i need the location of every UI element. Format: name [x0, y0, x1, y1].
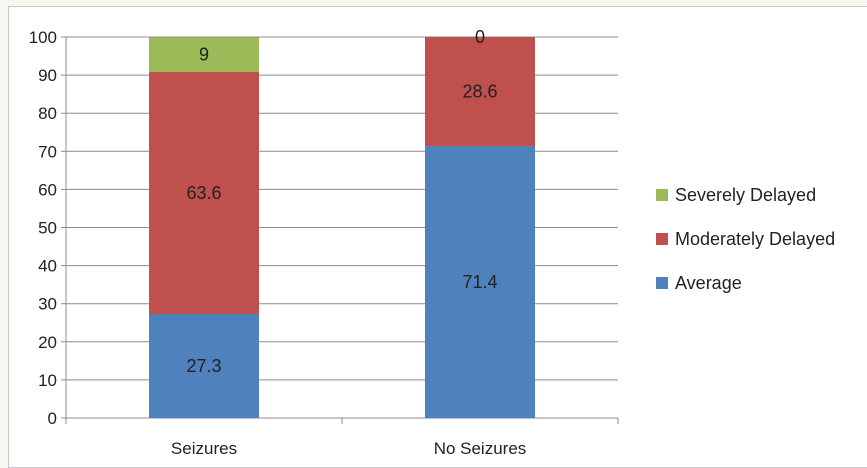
- x-category-label-1: No Seizures: [434, 439, 527, 458]
- y-tick-label-50: 50: [38, 219, 57, 238]
- y-tick-label-0: 0: [48, 409, 57, 428]
- data-label-average-0: 27.3: [186, 356, 221, 376]
- y-tick-label-80: 80: [38, 104, 57, 123]
- bar-severely-delayed-0: [149, 37, 259, 72]
- data-label-severely-delayed-1: 0: [475, 27, 485, 47]
- legend-label-severely-delayed: Severely Delayed: [675, 185, 816, 205]
- data-label-moderately-delayed-0: 63.6: [186, 183, 221, 203]
- x-category-label-0: Seizures: [171, 439, 237, 458]
- y-tick-label-90: 90: [38, 66, 57, 85]
- y-tick-label-40: 40: [38, 257, 57, 276]
- y-tick-label-70: 70: [38, 142, 57, 161]
- data-label-severely-delayed-0: 9: [199, 45, 209, 65]
- bar-moderately-delayed-1: [425, 37, 535, 146]
- bar-average-1: [425, 145, 535, 418]
- bar-average-0: [149, 313, 259, 418]
- bar-moderately-delayed-0: [149, 71, 259, 314]
- y-tick-label-30: 30: [38, 295, 57, 314]
- y-tick-label-20: 20: [38, 333, 57, 352]
- y-tick-label-10: 10: [38, 371, 57, 390]
- data-label-average-1: 71.4: [462, 272, 497, 292]
- legend-swatch-moderately-delayed: [656, 233, 668, 245]
- legend-swatch-severely-delayed: [656, 189, 668, 201]
- y-tick-label-60: 60: [38, 180, 57, 199]
- y-tick-label-100: 100: [29, 28, 57, 47]
- legend-label-average: Average: [675, 273, 742, 293]
- legend-swatch-average: [656, 277, 668, 289]
- data-label-moderately-delayed-1: 28.6: [462, 81, 497, 101]
- legend-label-moderately-delayed: Moderately Delayed: [675, 229, 835, 249]
